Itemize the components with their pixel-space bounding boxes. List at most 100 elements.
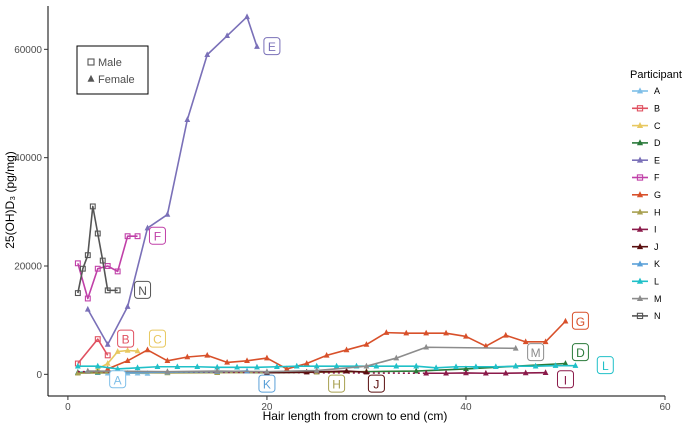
data-point xyxy=(423,369,430,376)
x-tick-label: 40 xyxy=(460,402,472,413)
series-line xyxy=(107,320,567,370)
data-point xyxy=(423,329,430,336)
data-point xyxy=(562,317,569,324)
data-point xyxy=(184,353,191,360)
series-G xyxy=(104,317,569,372)
data-point xyxy=(383,329,390,335)
series-label-text: L xyxy=(602,359,609,373)
series-label-box xyxy=(117,329,135,348)
data-point xyxy=(104,352,111,359)
legend-swatch-marker xyxy=(636,277,644,284)
x-axis-title: Hair length from crown to end (cm) xyxy=(263,409,448,423)
series-end-labels: A B C D E F G H I J K L M N xyxy=(109,37,614,393)
series-label-text: D xyxy=(576,346,585,360)
data-point xyxy=(84,295,91,302)
series-L xyxy=(74,362,579,372)
series-label-box xyxy=(263,37,281,56)
data-point xyxy=(234,363,240,370)
data-point xyxy=(164,357,171,364)
shape-key-marker-square xyxy=(87,58,95,66)
shape-key-marker-triangle xyxy=(87,74,95,82)
legend-swatch-marker xyxy=(636,243,644,250)
series-M xyxy=(84,343,519,374)
legend-swatch-marker xyxy=(636,105,644,112)
data-point xyxy=(74,260,81,267)
data-point xyxy=(84,252,91,259)
data-point xyxy=(94,336,101,343)
legend-item-L: L xyxy=(632,277,659,287)
legend-swatch-marker xyxy=(636,121,644,128)
data-point xyxy=(184,116,191,122)
series-line xyxy=(77,338,109,365)
axes: 0 20 40 60 0 20000 40000 60000 xyxy=(14,6,671,413)
data-point xyxy=(104,360,111,366)
data-point xyxy=(74,362,81,369)
data-point xyxy=(542,369,549,375)
series-label-box xyxy=(571,311,589,330)
legend-label: A xyxy=(654,86,660,96)
series-label-text: J xyxy=(373,378,379,392)
legend-label: B xyxy=(654,104,660,114)
series-label-text: A xyxy=(114,373,122,387)
series-F xyxy=(74,233,141,302)
label-D: D xyxy=(571,343,589,362)
label-G: G xyxy=(571,311,589,330)
legend-swatch-marker xyxy=(636,294,644,301)
data-point xyxy=(194,363,201,369)
legend-item-N: N xyxy=(632,311,661,321)
data-point xyxy=(363,362,370,369)
series-B xyxy=(74,336,111,367)
legend-label: C xyxy=(654,121,661,131)
data-point xyxy=(254,43,260,49)
legend-item-M: M xyxy=(632,294,662,304)
data-point xyxy=(74,290,81,297)
series-label-text: F xyxy=(154,230,161,244)
y-tick-label: 40000 xyxy=(14,153,42,164)
data-point xyxy=(124,347,131,353)
legend-label: M xyxy=(654,294,662,304)
data-point xyxy=(164,211,171,217)
data-point xyxy=(393,362,400,369)
legend-swatch-marker xyxy=(636,191,644,198)
series-label-box xyxy=(328,374,346,393)
series-label-text: M xyxy=(531,346,541,360)
series-label-text: H xyxy=(332,378,341,392)
data-point xyxy=(413,362,420,369)
legend-item-K: K xyxy=(632,259,660,269)
data-point xyxy=(463,369,469,376)
label-C: C xyxy=(148,329,166,348)
series-label-box xyxy=(596,356,614,375)
legend-swatch-marker xyxy=(636,87,644,94)
y-axis-title: 25(OH)D₃ (pg/mg) xyxy=(3,151,17,249)
legend-item-G: G xyxy=(632,190,661,200)
label-E: E xyxy=(263,37,281,56)
data-point xyxy=(522,369,529,376)
series-N xyxy=(74,203,121,297)
legend-label: D xyxy=(654,138,661,148)
label-M: M xyxy=(527,343,545,362)
data-point xyxy=(224,358,231,365)
data-point xyxy=(224,32,231,39)
legend-swatch-marker xyxy=(636,208,644,215)
data-point xyxy=(393,354,400,361)
shape-key-label: Male xyxy=(98,57,122,69)
data-point xyxy=(473,363,479,369)
series-line xyxy=(87,346,516,373)
data-point xyxy=(343,346,350,353)
shape-key-frame xyxy=(76,45,149,95)
y-tick-label: 0 xyxy=(36,370,42,381)
series-label-box xyxy=(527,343,545,362)
data-point xyxy=(532,362,539,369)
data-point xyxy=(144,224,151,231)
data-point xyxy=(343,367,350,374)
data-point xyxy=(502,331,509,338)
series-line xyxy=(77,235,138,300)
legend-swatch-marker xyxy=(636,156,644,163)
data-point xyxy=(433,364,440,371)
data-point xyxy=(293,362,300,369)
data-point xyxy=(174,363,181,369)
data-point xyxy=(99,257,106,264)
legend-item-E: E xyxy=(632,155,660,165)
series-label-text: K xyxy=(263,378,271,392)
x-tick-label: 0 xyxy=(65,402,71,413)
